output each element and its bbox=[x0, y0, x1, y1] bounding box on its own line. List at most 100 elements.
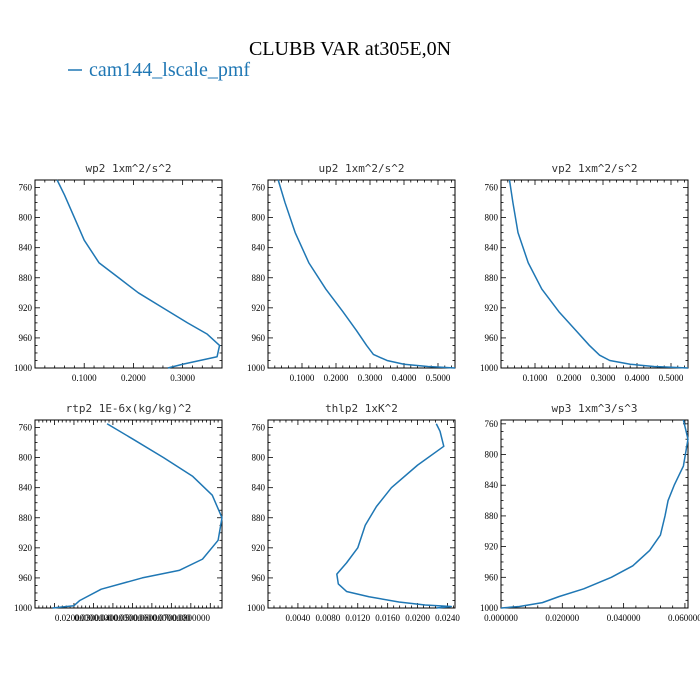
y-tick-label: 760 bbox=[252, 183, 266, 193]
x-tick-label: 0.1000 bbox=[72, 373, 97, 383]
y-tick-label: 960 bbox=[252, 333, 266, 343]
panel-title: up2 1xm^2/s^2 bbox=[318, 162, 404, 175]
x-tick-label: 0.0200000 bbox=[55, 613, 94, 623]
x-tick-label: 0.3000 bbox=[358, 373, 383, 383]
y-tick-label: 840 bbox=[252, 483, 266, 493]
x-tick-label: 0.2000 bbox=[121, 373, 146, 383]
x-tick-label: 0.2000 bbox=[557, 373, 582, 383]
x-tick-label: 0.0240 bbox=[435, 613, 460, 623]
y-tick-label: 1000 bbox=[247, 603, 266, 613]
plot-frame bbox=[34, 419, 223, 609]
x-tick-label: 0.040000 bbox=[607, 613, 641, 623]
x-tick-label: 0.020000 bbox=[545, 613, 579, 623]
series-line bbox=[56, 179, 221, 369]
panel-title: wp2 1xm^2/s^2 bbox=[85, 162, 171, 175]
x-tick-label: 0.0600000 bbox=[133, 613, 172, 623]
y-tick-label: 880 bbox=[19, 273, 33, 283]
y-tick-label: 920 bbox=[252, 543, 266, 553]
y-tick-label: 800 bbox=[19, 453, 33, 463]
chart-panel: vp2 1xm^2/s^2 760 800 840 880 920 960 1000 0.100… bbox=[480, 162, 689, 383]
series-line bbox=[336, 423, 453, 609]
panel-title: rtp2 1E-6x(kg/kg)^2 bbox=[66, 402, 192, 415]
x-tick-label: 0.3000 bbox=[591, 373, 616, 383]
x-tick-label: 0.3000 bbox=[170, 373, 195, 383]
x-tick-label: 0.0040 bbox=[286, 613, 311, 623]
plot-frame bbox=[500, 179, 689, 369]
y-tick-label: 960 bbox=[485, 333, 499, 343]
x-tick-label: 0.0120 bbox=[345, 613, 370, 623]
y-tick-label: 1000 bbox=[14, 363, 33, 373]
y-tick-label: 960 bbox=[19, 333, 33, 343]
y-tick-label: 760 bbox=[485, 419, 499, 429]
legend: cam144_lscale_pmf bbox=[68, 59, 250, 81]
x-tick-label: 0.0080 bbox=[315, 613, 340, 623]
chart-panel: up2 1xm^2/s^2 760 800 840 880 920 960 1000 0.100… bbox=[247, 162, 456, 383]
y-tick-label: 920 bbox=[485, 542, 499, 552]
series-line bbox=[52, 423, 223, 609]
chart-panel: rtp2 1E-6x(kg/kg)^2 760 800 840 880 920 960 100… bbox=[14, 402, 223, 623]
panel-title: wp3 1xm^3/s^3 bbox=[551, 402, 637, 415]
x-tick-label: 0.060000 bbox=[668, 613, 700, 623]
x-tick-label: 0.0800000 bbox=[172, 613, 211, 623]
legend-label: cam144_lscale_pmf bbox=[89, 59, 250, 81]
y-tick-label: 880 bbox=[485, 273, 499, 283]
x-tick-label: 0.1000 bbox=[290, 373, 315, 383]
panel-grid: wp2 1xm^2/s^2 760 800 840 880 920 960 1000 0.100… bbox=[14, 162, 700, 623]
y-tick-label: 960 bbox=[252, 573, 266, 583]
chart-panel: wp3 1xm^3/s^3 760 800 840 880 920 960 10000.000… bbox=[480, 402, 700, 623]
y-tick-label: 1000 bbox=[480, 363, 499, 373]
y-tick-label: 840 bbox=[252, 243, 266, 253]
figure-title: CLUBB VAR at305E,0N bbox=[249, 38, 451, 60]
plot-frame bbox=[267, 419, 456, 609]
y-tick-label: 760 bbox=[19, 423, 33, 433]
y-tick-label: 880 bbox=[19, 513, 33, 523]
y-tick-label: 800 bbox=[19, 213, 33, 223]
series-line bbox=[277, 179, 456, 369]
x-tick-label: 0.0700000 bbox=[152, 613, 191, 623]
series-line bbox=[500, 419, 689, 609]
y-tick-label: 1000 bbox=[480, 603, 499, 613]
plot-frame bbox=[267, 179, 456, 369]
x-tick-label: 0.000000 bbox=[484, 613, 518, 623]
y-tick-label: 920 bbox=[19, 543, 33, 553]
x-tick-label: 0.0200 bbox=[405, 613, 430, 623]
x-tick-label: 0.5000 bbox=[426, 373, 451, 383]
x-tick-label: 0.5000 bbox=[659, 373, 684, 383]
x-tick-label: 0.1000 bbox=[523, 373, 548, 383]
y-tick-label: 760 bbox=[19, 183, 33, 193]
y-tick-label: 880 bbox=[252, 273, 266, 283]
y-tick-label: 1000 bbox=[247, 363, 266, 373]
y-tick-label: 1000 bbox=[14, 603, 33, 613]
panel-title: vp2 1xm^2/s^2 bbox=[551, 162, 637, 175]
y-tick-label: 920 bbox=[252, 303, 266, 313]
y-tick-label: 960 bbox=[485, 572, 499, 582]
plot-frame bbox=[34, 179, 223, 369]
x-tick-label: 0.4000 bbox=[625, 373, 650, 383]
y-tick-label: 800 bbox=[485, 213, 499, 223]
y-tick-label: 840 bbox=[19, 483, 33, 493]
y-tick-label: 880 bbox=[252, 513, 266, 523]
chart-panel: wp2 1xm^2/s^2 760 800 840 880 920 960 1000 0.100… bbox=[14, 162, 223, 383]
y-tick-label: 800 bbox=[485, 450, 499, 460]
x-tick-label: 0.0400000 bbox=[94, 613, 133, 623]
y-tick-label: 960 bbox=[19, 573, 33, 583]
y-tick-label: 840 bbox=[485, 480, 499, 490]
y-tick-label: 840 bbox=[19, 243, 33, 253]
panel-title: thlp2 1xK^2 bbox=[325, 402, 398, 415]
y-tick-label: 880 bbox=[485, 511, 499, 521]
chart-panel: thlp2 1xK^2 760 800 840 880 920 960 1000 0.0040 0… bbox=[247, 402, 460, 623]
y-tick-label: 760 bbox=[252, 423, 266, 433]
y-tick-label: 800 bbox=[252, 213, 266, 223]
y-tick-label: 920 bbox=[19, 303, 33, 313]
y-tick-label: 800 bbox=[252, 453, 266, 463]
y-tick-label: 760 bbox=[485, 183, 499, 193]
y-tick-label: 920 bbox=[485, 303, 499, 313]
y-tick-label: 840 bbox=[485, 243, 499, 253]
plot-frame bbox=[500, 419, 689, 609]
x-tick-label: 0.4000 bbox=[392, 373, 417, 383]
x-tick-label: 0.0500000 bbox=[113, 613, 152, 623]
series-line bbox=[508, 179, 689, 369]
x-tick-label: 0.2000 bbox=[324, 373, 349, 383]
x-tick-label: 0.0300000 bbox=[74, 613, 113, 623]
